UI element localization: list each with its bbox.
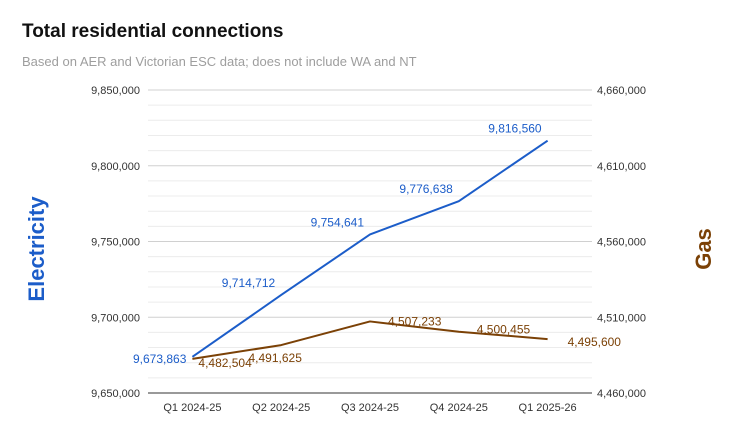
right-axis-ticks: 4,460,000 4,510,000 4,560,000 4,610,000 4,66… xyxy=(597,85,646,400)
left-axis-ticks: 9,650,000 9,700,000 9,750,000 9,800,000 9,85… xyxy=(91,85,140,400)
chart-title: Total residential connections xyxy=(22,21,284,42)
data-label-electricity: 9,816,560 xyxy=(488,122,542,136)
right-tick-label: 4,610,000 xyxy=(597,161,646,173)
series-line-gas xyxy=(192,320,548,360)
right-axis-title: Gas xyxy=(691,228,716,270)
data-label-electricity: 9,714,712 xyxy=(222,276,276,290)
series-lines xyxy=(191,139,549,360)
data-label-gas: 4,495,600 xyxy=(568,335,622,349)
data-label-gas: 4,500,455 xyxy=(477,323,531,337)
x-tick-label: Q2 2024-25 xyxy=(252,402,310,414)
data-label-gas: 4,507,233 xyxy=(388,314,442,328)
right-tick-label: 4,560,000 xyxy=(597,237,646,249)
left-tick-label: 9,850,000 xyxy=(91,85,140,97)
left-tick-label: 9,750,000 xyxy=(91,237,140,249)
x-tick-label: Q3 2024-25 xyxy=(341,402,399,414)
x-tick-label: Q4 2024-25 xyxy=(430,402,488,414)
data-label-electricity: 9,776,638 xyxy=(399,182,453,196)
chart-subtitle: Based on AER and Victorian ESC data; doe… xyxy=(22,54,417,69)
left-tick-label: 9,650,000 xyxy=(91,388,140,400)
right-tick-label: 4,660,000 xyxy=(597,85,646,97)
series-line-electricity xyxy=(191,139,549,358)
x-tick-label: Q1 2025-26 xyxy=(519,402,577,414)
data-label-electricity: 9,754,641 xyxy=(311,215,365,229)
data-label-electricity: 9,673,863 xyxy=(133,352,187,366)
right-tick-label: 4,460,000 xyxy=(597,388,646,400)
gridlines xyxy=(148,89,592,394)
data-label-gas: 4,482,504 xyxy=(198,356,252,370)
data-labels: 9,673,863 9,714,712 9,754,641 9,776,638 9,81… xyxy=(133,122,621,370)
x-axis-ticks: Q1 2024-25 Q2 2024-25 Q3 2024-25 Q4 2024-25… xyxy=(163,402,576,414)
left-tick-label: 9,700,000 xyxy=(91,312,140,324)
data-label-gas: 4,491,625 xyxy=(249,351,303,365)
right-tick-label: 4,510,000 xyxy=(597,312,646,324)
left-axis-title: Electricity xyxy=(24,196,49,302)
x-tick-label: Q1 2024-25 xyxy=(163,402,221,414)
left-tick-label: 9,800,000 xyxy=(91,161,140,173)
